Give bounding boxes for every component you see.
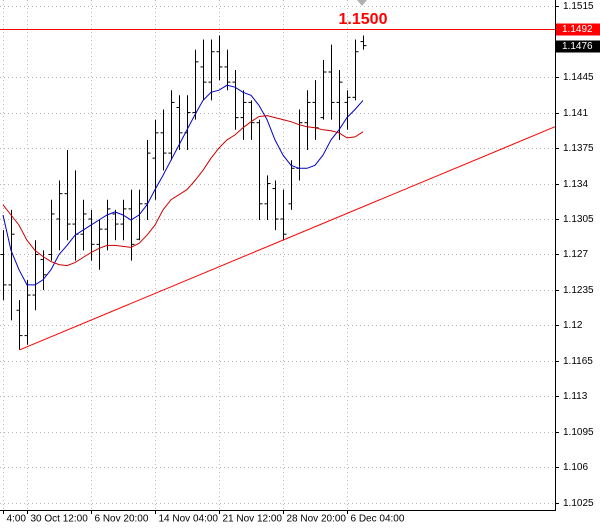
- hline-price-label: 1.1492: [562, 24, 593, 35]
- annotation: 1.1500: [339, 11, 388, 28]
- y-tick-label: 1.1235: [563, 285, 594, 296]
- axis-layer: 1.1515 1.1445 1.141 1.1375 1.134 1.1305 1.127 1…: [3, 1, 600, 525]
- x-tick-label: 28 Nov 20:00: [287, 514, 347, 525]
- x-tick-label: 4:00: [7, 514, 27, 525]
- y-tick-label: 1.1375: [563, 143, 594, 154]
- y-tick-label: 1.113: [563, 391, 588, 402]
- current-price-label: 1.1476: [562, 41, 593, 52]
- x-tick-label: 30 Oct 12:00: [31, 514, 89, 525]
- moving-average: [2, 115, 364, 267]
- x-tick-label: 6 Dec 04:00: [351, 514, 405, 525]
- y-tick-label: 1.12: [563, 320, 583, 331]
- y-tick-label: 1.1165: [563, 356, 593, 367]
- current-price-box: [556, 40, 600, 53]
- grid-layer: [0, 0, 555, 510]
- plot-area: [0, 29, 555, 351]
- x-tick-label: 21 Nov 12:00: [223, 514, 283, 525]
- moving-average: [2, 84, 364, 286]
- hline-price-box: [556, 23, 600, 36]
- y-tick-label: 1.1515: [563, 1, 594, 12]
- trendline: [19, 126, 555, 351]
- y-tick-label: 1.127: [563, 249, 588, 260]
- y-tick-label: 1.1095: [563, 427, 594, 438]
- y-tick-label: 1.1025: [563, 498, 594, 509]
- y-tick-label: 1.134: [563, 179, 588, 190]
- y-tick-label: 1.1445: [563, 72, 594, 83]
- shift-marker: [357, 0, 367, 6]
- y-tick-label: 1.1305: [563, 214, 594, 225]
- x-tick-label: 14 Nov 04:00: [159, 514, 219, 525]
- y-tick-label: 1.141: [563, 108, 588, 119]
- x-tick-label: 6 Nov 20:00: [95, 514, 149, 525]
- y-tick-label: 1.106: [563, 462, 588, 473]
